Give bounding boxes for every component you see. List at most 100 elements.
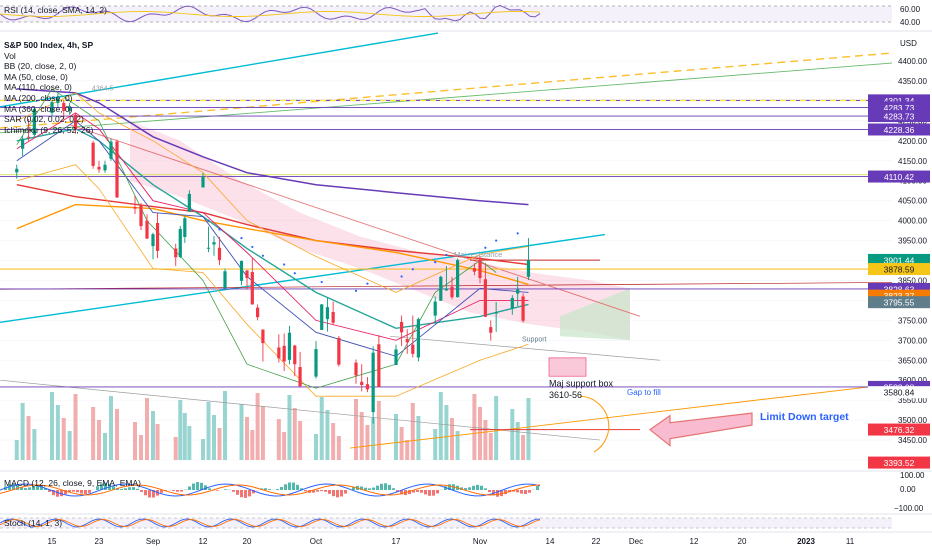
candle-body bbox=[478, 260, 482, 279]
sar-dot bbox=[411, 268, 414, 271]
volume-bar bbox=[201, 439, 205, 460]
candle-body bbox=[32, 108, 36, 135]
y-tick-label: 3750.00 bbox=[898, 316, 927, 325]
macd-hist-bar bbox=[476, 484, 479, 490]
macd-hist-bar bbox=[388, 484, 391, 490]
candle-body bbox=[277, 347, 281, 359]
currency-label: USD bbox=[900, 39, 917, 48]
candle-body bbox=[174, 248, 178, 258]
ma360-line bbox=[16, 88, 529, 206]
sar-dot bbox=[218, 228, 221, 231]
candle-body bbox=[115, 141, 119, 198]
y-tick-label: 4150.00 bbox=[898, 157, 927, 166]
candle-body bbox=[261, 329, 265, 344]
legend-ma360: MA (360, close, 0) bbox=[4, 103, 73, 114]
rsi-label: RSI (14, close, SMA, 14, 2) bbox=[4, 5, 107, 15]
macd-hist-bar bbox=[204, 485, 207, 490]
volume-bar bbox=[314, 434, 318, 460]
macd-hist-bar bbox=[128, 487, 131, 490]
volume-bar bbox=[510, 409, 515, 460]
macd-hist-bar bbox=[504, 490, 507, 495]
volume-bar bbox=[515, 422, 520, 460]
x-tick-label: 15 bbox=[48, 537, 57, 546]
volume-bar bbox=[399, 427, 404, 460]
candle-body bbox=[68, 107, 72, 111]
line-gray-2 bbox=[389, 335, 661, 361]
x-tick-label: 20 bbox=[738, 537, 747, 546]
candle-body bbox=[489, 327, 493, 333]
candle-body bbox=[331, 311, 335, 323]
candle-body bbox=[337, 337, 341, 365]
rsi-band bbox=[0, 6, 892, 22]
macd-line bbox=[0, 483, 541, 497]
macd-hist-bar bbox=[16, 485, 19, 490]
macd-hist-bar bbox=[208, 488, 211, 490]
main-legend: S&P 500 Index, 4h, SP Vol BB (20, close,… bbox=[4, 40, 93, 135]
x-tick-label: 12 bbox=[199, 537, 208, 546]
volume-bar bbox=[73, 394, 78, 460]
macd-hist-bar bbox=[240, 490, 243, 498]
volume-bar bbox=[50, 392, 54, 460]
y-tick-label: 3850.00 bbox=[898, 276, 927, 285]
macd-hist-bar bbox=[324, 490, 327, 492]
macd-hist-bar bbox=[268, 489, 271, 490]
volume-bar bbox=[245, 417, 249, 460]
macd-hist-bar bbox=[48, 490, 51, 492]
candle-body bbox=[21, 138, 25, 149]
macd-hist-bar bbox=[252, 490, 255, 494]
macd-hist-bar bbox=[152, 490, 155, 498]
legend-ma50: MA (50, close, 0) bbox=[4, 71, 68, 82]
volume-bar bbox=[239, 404, 244, 460]
macd-hist-bar bbox=[368, 488, 371, 490]
volume-bar bbox=[365, 425, 370, 460]
price-tag-label: 3823.37 bbox=[884, 291, 915, 301]
macd-hist-bar bbox=[484, 488, 487, 490]
volume-bar bbox=[292, 408, 297, 460]
volume-bar bbox=[103, 433, 107, 460]
annotation-support-box-title: Maj support box bbox=[549, 378, 614, 388]
macd-hist-bar bbox=[176, 490, 179, 492]
macd-hist-bar bbox=[224, 489, 227, 490]
x-tick-label: 2023 bbox=[797, 537, 815, 546]
macd-hist-bar bbox=[328, 490, 331, 494]
stoch-label: Stoch (14, 1, 3) bbox=[4, 518, 63, 528]
candle-body bbox=[223, 271, 227, 289]
volume-bar bbox=[319, 397, 324, 460]
macd-hist-bar bbox=[472, 485, 475, 490]
macd-hist-bar bbox=[444, 486, 447, 490]
volume-bar bbox=[250, 430, 255, 460]
candle-body bbox=[394, 349, 398, 366]
x-tick-label: Nov bbox=[473, 537, 487, 546]
macd-hist-bar bbox=[408, 490, 411, 495]
candle-body bbox=[212, 242, 216, 245]
volume-bar bbox=[133, 422, 137, 460]
volume-bar bbox=[26, 416, 31, 460]
candle-body bbox=[50, 102, 54, 113]
rsi-tick-40: 40.00 bbox=[900, 18, 921, 27]
macd-hist-bar bbox=[244, 490, 247, 498]
y-tick-label: 3650.00 bbox=[898, 356, 927, 365]
price-tag-label: 3828.63 bbox=[884, 284, 915, 294]
candle-body bbox=[433, 301, 437, 316]
candle-body bbox=[360, 381, 364, 385]
macd-hist-bar bbox=[248, 490, 251, 497]
arc-shape bbox=[579, 395, 610, 453]
candle-body bbox=[26, 136, 31, 138]
stoch-d-line bbox=[0, 519, 541, 527]
candle-body bbox=[456, 260, 460, 298]
candle-body bbox=[494, 312, 498, 314]
line-red-diagonal bbox=[69, 124, 641, 317]
candle-body bbox=[183, 218, 187, 237]
rsi-sma-line bbox=[0, 11, 541, 17]
macd-hist-bar bbox=[28, 487, 31, 490]
volume-bar bbox=[151, 411, 155, 460]
volume-bar bbox=[438, 392, 443, 460]
sar-dot bbox=[240, 237, 243, 240]
sar-dot bbox=[434, 260, 437, 264]
macd-hist-bar bbox=[140, 490, 143, 492]
bb-upper bbox=[16, 92, 529, 293]
macd-hist-bar bbox=[132, 487, 135, 490]
candle-body bbox=[239, 260, 244, 281]
candle-body bbox=[472, 268, 476, 272]
trendline-cyan bbox=[0, 233, 606, 324]
